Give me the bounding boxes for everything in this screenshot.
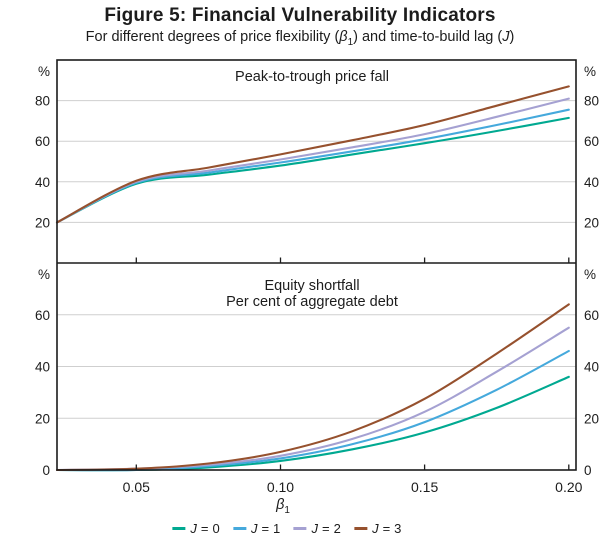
legend-j-symbol: J — [311, 521, 319, 536]
y-tick-label-right: 40 — [584, 175, 599, 190]
x-tick-label: 0.20 — [555, 479, 582, 495]
x-tick-label: 0.15 — [411, 479, 438, 495]
y-tick-label-right: 60 — [584, 308, 599, 323]
legend-label: J = 1 — [251, 521, 281, 536]
x-axis-label-subscript: 1 — [284, 504, 290, 516]
y-tick-label-left: 60 — [35, 308, 50, 323]
j-symbol: J — [502, 29, 510, 45]
y-tick-label-right: 20 — [584, 215, 599, 230]
legend-value: = 2 — [318, 521, 342, 536]
legend-item-j1: J = 1 — [232, 521, 281, 536]
panel-title: Equity shortfall — [264, 278, 359, 294]
panel-subtitle: Per cent of aggregate debt — [226, 294, 398, 310]
subtitle-text-post: ) — [509, 29, 515, 45]
figure-title: Figure 5: Financial Vulnerability Indica… — [104, 5, 496, 26]
y-tick-label-left: 0 — [42, 463, 50, 478]
legend-value: = 0 — [197, 521, 220, 536]
legend-j-symbol: J — [372, 521, 379, 536]
x-tick-label: 0.10 — [267, 479, 294, 495]
panel-unit-label-left: % — [38, 64, 50, 79]
x-tick-label: 0.05 — [123, 479, 150, 495]
y-tick-label-right: 60 — [584, 134, 599, 149]
y-tick-label-right: 0 — [584, 463, 592, 478]
legend-value: = 1 — [257, 521, 281, 536]
legend-label: J = 2 — [312, 521, 342, 536]
legend-j-symbol: J — [250, 521, 258, 536]
legend-label: J = 0 — [190, 521, 220, 536]
panel-unit-label-right: % — [584, 64, 596, 79]
legend-line-swatch — [172, 527, 186, 530]
panel-border — [56, 59, 577, 471]
series-line-j0 — [55, 116, 570, 224]
legend-value: = 3 — [378, 521, 402, 536]
legend-item-j2: J = 2 — [293, 521, 342, 536]
legend-line-swatch — [293, 527, 307, 530]
y-tick-label-left: 20 — [35, 411, 50, 426]
y-tick-label-left: 40 — [35, 175, 50, 190]
figure-subtitle: For different degrees of price flexibili… — [0, 29, 600, 48]
series-line-j3 — [55, 85, 570, 224]
y-tick-label-right: 40 — [584, 360, 599, 375]
legend-item-j3: J = 3 — [354, 521, 402, 536]
x-axis-label: β1 — [276, 497, 290, 516]
legend-item-j0: J = 0 — [172, 521, 220, 536]
subtitle-text-pre: For different degrees of price flexibili… — [85, 29, 340, 45]
beta-subscript: 1 — [347, 36, 354, 48]
y-tick-label-right: 20 — [584, 411, 599, 426]
x-axis-label-symbol: β — [276, 497, 285, 513]
y-tick-label-right: 80 — [584, 94, 599, 109]
y-tick-label-left: 40 — [35, 360, 50, 375]
panel-unit-label-left: % — [38, 267, 50, 282]
legend-j-symbol: J — [190, 521, 198, 536]
beta-symbol: β — [339, 29, 348, 45]
panel-unit-label-right: % — [584, 267, 596, 282]
y-tick-label-left: 80 — [35, 94, 50, 109]
subtitle-text-mid: ) and time-to-build lag ( — [353, 29, 503, 45]
series-line-j2 — [55, 326, 570, 472]
series-line-j1 — [55, 108, 570, 224]
panel-title: Peak-to-trough price fall — [235, 69, 389, 85]
y-tick-label-left: 60 — [35, 134, 50, 149]
legend-label: J = 3 — [372, 521, 402, 536]
y-tick-label-left: 20 — [35, 215, 50, 230]
series-line-j0 — [55, 375, 570, 472]
legend-line-swatch — [354, 527, 368, 530]
legend-line-swatch — [232, 527, 246, 530]
series-line-j3 — [55, 303, 570, 472]
